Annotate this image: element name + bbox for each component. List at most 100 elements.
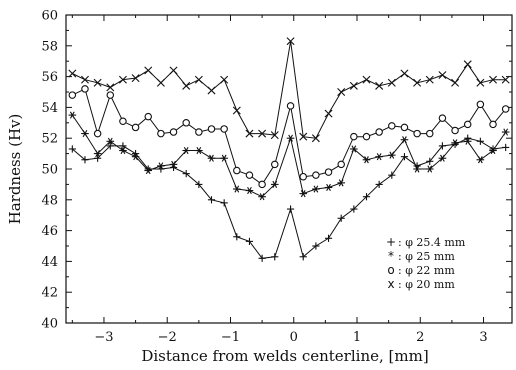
y-axis-title: Hardness (Hv): [6, 114, 24, 225]
data-point: [106, 83, 115, 92]
data-point: [182, 81, 191, 90]
data-point: [312, 171, 320, 179]
data-point: [426, 129, 434, 138]
data-point: [68, 145, 76, 153]
data-point: [476, 156, 485, 164]
legend-label-1: : φ 25.4 mm: [398, 236, 466, 249]
data-point: [258, 180, 266, 189]
data-point: [489, 75, 498, 84]
y-tick-label: 56: [41, 70, 58, 85]
data-point: [195, 146, 203, 155]
data-point: [489, 146, 497, 155]
data-point: [119, 142, 127, 150]
data-point: [258, 193, 266, 201]
data-point: [489, 120, 497, 129]
legend-symbol-star: *: [388, 249, 394, 263]
data-point: [93, 129, 102, 138]
data-point: [131, 123, 140, 132]
data-point: [233, 185, 241, 193]
data-point: [451, 139, 459, 147]
data-point: [286, 134, 295, 142]
data-point: [337, 214, 345, 222]
data-point: [476, 137, 484, 145]
series-layer: [68, 37, 510, 262]
data-point: [375, 81, 384, 90]
legend-symbol-plus: +: [386, 235, 396, 249]
y-tick-label: 40: [41, 317, 58, 332]
data-point: [194, 75, 203, 84]
data-point: [299, 253, 307, 261]
data-point: [426, 157, 434, 165]
x-tick-label: 2: [416, 330, 424, 345]
data-point: [501, 128, 510, 136]
data-point: [118, 75, 127, 84]
y-tick-label: 44: [41, 255, 58, 270]
data-point: [337, 88, 346, 96]
data-point: [233, 166, 241, 175]
data-point: [350, 205, 358, 213]
data-point: [68, 69, 77, 78]
data-point: [157, 129, 165, 138]
y-tick-label: 60: [41, 9, 58, 24]
y-tick-label: 48: [41, 193, 58, 208]
data-point: [413, 129, 421, 138]
data-point: [271, 160, 279, 169]
data-point: [400, 153, 409, 161]
data-point: [299, 172, 307, 181]
data-point: [232, 106, 241, 115]
data-point: [195, 180, 203, 188]
data-point: [312, 242, 320, 250]
data-point: [80, 75, 89, 84]
data-point: [245, 129, 254, 138]
x-tick-label: −2: [158, 330, 177, 345]
data-point: [220, 154, 228, 162]
plot-frame: [65, 14, 513, 324]
data-point: [106, 137, 115, 145]
data-point: [362, 193, 371, 201]
x-axis-title: Distance from welds centerline, [mm]: [141, 347, 428, 365]
data-point: [400, 123, 409, 132]
data-point: [81, 156, 89, 164]
series-3: [68, 85, 510, 189]
data-point: [337, 179, 345, 187]
legend: + : φ 25.4 mm * : φ 25 mm o : φ 22 mm x …: [386, 235, 466, 291]
data-point: [245, 237, 254, 245]
data-point: [501, 105, 510, 113]
y-tick-label: 52: [41, 132, 58, 147]
data-point: [68, 111, 77, 119]
x-tick-label: 0: [290, 330, 298, 345]
data-point: [182, 119, 190, 127]
data-point: [220, 75, 229, 84]
data-point: [169, 66, 178, 75]
y-tick-label: 58: [41, 39, 58, 54]
data-point: [463, 120, 472, 129]
y-tick-label: 42: [41, 286, 58, 301]
data-point: [413, 78, 422, 87]
data-point: [388, 122, 396, 130]
data-point: [195, 128, 203, 136]
data-point: [258, 129, 267, 138]
y-tick-labels: 40 42 44 46 48 50 52 54 56 58 60: [41, 9, 58, 332]
data-point: [286, 37, 295, 46]
data-point: [502, 143, 510, 152]
data-point: [270, 131, 279, 140]
series-2: [68, 111, 510, 201]
data-point: [413, 165, 421, 173]
legend-label-4: : φ 20 mm: [398, 278, 455, 291]
data-point: [362, 132, 371, 141]
data-point: [169, 160, 178, 168]
data-point: [375, 128, 383, 136]
data-point: [311, 134, 320, 143]
data-point: [299, 190, 308, 198]
data-point: [119, 146, 127, 155]
data-point: [220, 199, 228, 207]
data-point: [350, 145, 358, 153]
data-point: [388, 151, 396, 159]
data-point: [233, 233, 241, 241]
data-point: [131, 74, 140, 83]
data-point: [81, 129, 89, 138]
data-point: [375, 153, 383, 161]
data-point: [349, 81, 358, 90]
data-point: [245, 186, 254, 195]
x-tick-label: 3: [479, 330, 487, 345]
